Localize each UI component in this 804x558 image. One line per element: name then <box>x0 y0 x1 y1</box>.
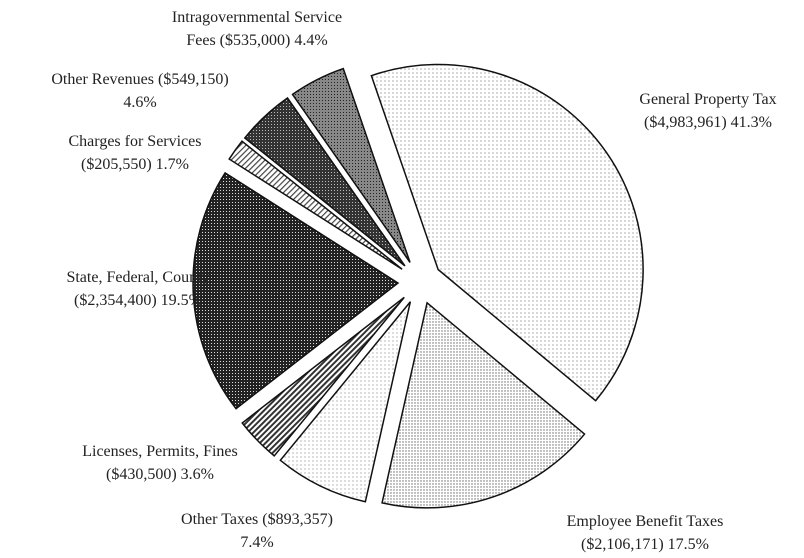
pie-slice <box>279 301 412 503</box>
slice-label: Licenses, Permits, Fines ($430,500) 3.6% <box>60 440 260 486</box>
pie-slice <box>241 296 405 457</box>
pie-slice <box>291 67 411 263</box>
slice-label: General Property Tax ($4,983,961) 41.3% <box>618 88 798 134</box>
slice-name: General Property Tax <box>639 91 777 108</box>
pie-slice <box>192 171 400 410</box>
slice-percent: 4.6% <box>123 94 157 111</box>
pie-slice <box>381 301 586 509</box>
slice-percent: 17.5% <box>667 536 709 553</box>
slice-percent: 3.6% <box>180 466 214 483</box>
pie-slice <box>228 140 403 270</box>
slice-amount: ($205,550) <box>81 156 152 173</box>
slice-percent: 19.5% <box>160 292 202 309</box>
slice-percent: 4.4% <box>294 32 328 49</box>
slice-label: Intragovernmental Service Fees ($535,000… <box>157 6 357 52</box>
pie-slice <box>243 96 406 267</box>
slice-amount: ($2,354,400) <box>74 292 157 309</box>
slice-amount: ($2,106,171) <box>581 536 664 553</box>
slice-name: Intragovernmental Service Fees <box>171 9 343 49</box>
slice-name: Charges for Services <box>68 133 202 150</box>
slice-percent: 41.3% <box>730 114 772 131</box>
slice-label: Charges for Services ($205,550) 1.7% <box>55 130 215 176</box>
slice-name: State, Federal, County <box>66 269 210 286</box>
slice-label: Employee Benefit Taxes ($2,106,171) 17.5… <box>545 510 745 556</box>
slice-name: Other Revenues <box>51 71 154 88</box>
slice-percent: 1.7% <box>155 156 189 173</box>
slice-name: Licenses, Permits, Fines <box>82 443 238 460</box>
slice-amount: ($535,000) <box>219 32 291 49</box>
slice-amount: ($549,150) <box>157 71 229 88</box>
pie-slice <box>370 63 644 402</box>
slice-name: Other Taxes <box>181 511 259 528</box>
slice-label: Other Revenues ($549,150) 4.6% <box>48 68 233 114</box>
slice-name: Employee Benefit Taxes <box>566 513 724 530</box>
slice-label: Other Taxes ($893,357) 7.4% <box>165 508 350 554</box>
slice-amount: ($893,357) <box>262 511 333 528</box>
slice-amount: ($4,983,961) <box>644 114 727 131</box>
slice-label: State, Federal, County ($2,354,400) 19.5… <box>53 266 223 312</box>
slice-percent: 7.4% <box>240 534 274 551</box>
slice-amount: ($430,500) <box>106 466 177 483</box>
